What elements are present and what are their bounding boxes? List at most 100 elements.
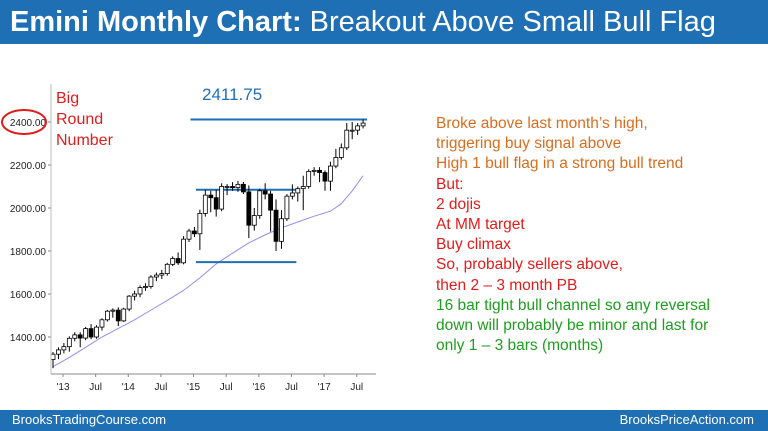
note-line: 2 dojis <box>436 195 481 213</box>
candle-body <box>105 310 110 321</box>
candle-body <box>349 129 355 132</box>
candle-body <box>240 183 246 193</box>
x-tick-label: Jul <box>89 382 102 393</box>
candle <box>170 256 176 267</box>
candle <box>181 236 186 265</box>
y-tick-label: 2200.00 <box>10 161 47 172</box>
note-line: So, probably sellers above, <box>436 256 623 274</box>
candle <box>186 228 192 242</box>
candle <box>230 182 235 191</box>
candle-body <box>333 157 339 167</box>
candle <box>143 283 148 291</box>
header-bar: Emini Monthly Chart: Breakout Above Smal… <box>0 0 768 44</box>
candle-body <box>273 209 279 242</box>
candles <box>50 119 366 369</box>
candle <box>88 324 94 340</box>
y-tick-label: 1800.00 <box>10 247 47 258</box>
candle-body <box>121 308 127 322</box>
candle-body <box>143 286 148 288</box>
candle <box>66 336 72 352</box>
candle-body <box>66 337 72 348</box>
candle <box>115 307 121 327</box>
candle-body <box>355 125 361 131</box>
candle-body <box>224 186 230 188</box>
x-tick-label: '15 <box>187 382 200 393</box>
x-tick-label: '13 <box>56 382 69 393</box>
x-tick-label: '17 <box>318 382 331 393</box>
footer-bar: BrooksTradingCourse.com BrooksPriceActio… <box>0 410 768 431</box>
candle <box>235 180 241 192</box>
candle <box>110 308 116 318</box>
x-tick-label: Jul <box>220 382 233 393</box>
footer-left-link[interactable]: BrooksTradingCourse.com <box>12 412 167 427</box>
candle-body <box>344 129 350 149</box>
candle <box>126 295 132 312</box>
footer-right-link[interactable]: BrooksPriceAction.com <box>619 412 754 427</box>
page-title: Emini Monthly Chart: Breakout Above Smal… <box>10 4 716 40</box>
x-tick-label: Jul <box>155 382 168 393</box>
candle-body <box>262 190 268 195</box>
candle <box>132 290 138 301</box>
candle-body <box>279 218 284 242</box>
candle-body <box>197 212 203 235</box>
candle <box>224 184 230 196</box>
candle <box>197 209 203 250</box>
moving-average-line <box>52 175 364 368</box>
candle-body <box>164 263 170 274</box>
candle-body <box>208 194 214 199</box>
candle-body <box>72 334 78 339</box>
candle <box>262 183 268 200</box>
candle-body <box>153 274 159 278</box>
candlestick-chart: 1400.00 1600.00 1800.00 2000.00 2200.00 2400.… <box>1 84 376 393</box>
candle-body <box>137 287 143 295</box>
candle-body <box>88 328 94 338</box>
y-tick-label: 1600.00 <box>10 290 47 301</box>
candle <box>328 161 333 191</box>
candle <box>56 347 61 360</box>
candle <box>284 194 290 221</box>
candle-body <box>289 192 295 197</box>
candle <box>349 122 355 140</box>
candle <box>175 252 181 265</box>
candle-body <box>186 230 192 240</box>
candle <box>192 226 197 238</box>
candle-body <box>306 171 312 187</box>
note-line: Buy climax <box>436 236 511 254</box>
note-line: then 2 – 3 month PB <box>436 276 578 294</box>
round-number-label: Round <box>56 111 103 128</box>
candle <box>289 184 295 200</box>
candle-body <box>235 183 241 188</box>
candle-body <box>175 258 181 264</box>
candle <box>219 183 225 212</box>
candle <box>105 309 110 322</box>
candle-body <box>50 353 56 360</box>
round-number-circle <box>1 109 47 135</box>
candle <box>83 326 89 341</box>
candle <box>208 190 214 213</box>
x-tick-label: Jul <box>285 382 298 393</box>
candle <box>279 210 284 249</box>
candle <box>322 170 328 191</box>
candle-body <box>159 273 165 276</box>
candle-body <box>202 194 208 214</box>
candle-body <box>284 195 290 220</box>
candle <box>355 123 361 135</box>
candle-body <box>192 230 197 235</box>
note-line: Broke above last month’s high, <box>436 115 648 132</box>
moving-average <box>52 175 364 368</box>
x-tick-label: '16 <box>252 382 265 393</box>
candle-body <box>246 191 252 226</box>
candle-body <box>251 215 257 226</box>
candle <box>317 167 322 183</box>
candle-body <box>148 276 154 287</box>
candle-body <box>230 186 235 188</box>
candle <box>153 272 159 282</box>
candle <box>240 181 246 195</box>
candle <box>159 269 165 279</box>
candle <box>300 175 306 211</box>
candle-body <box>300 186 306 190</box>
note-line: 16 bar tight bull channel so any reversa… <box>436 296 710 314</box>
note-line: High 1 bull flag in a strong bull trend <box>436 155 684 173</box>
candle-body <box>268 193 274 211</box>
candle <box>99 318 105 331</box>
